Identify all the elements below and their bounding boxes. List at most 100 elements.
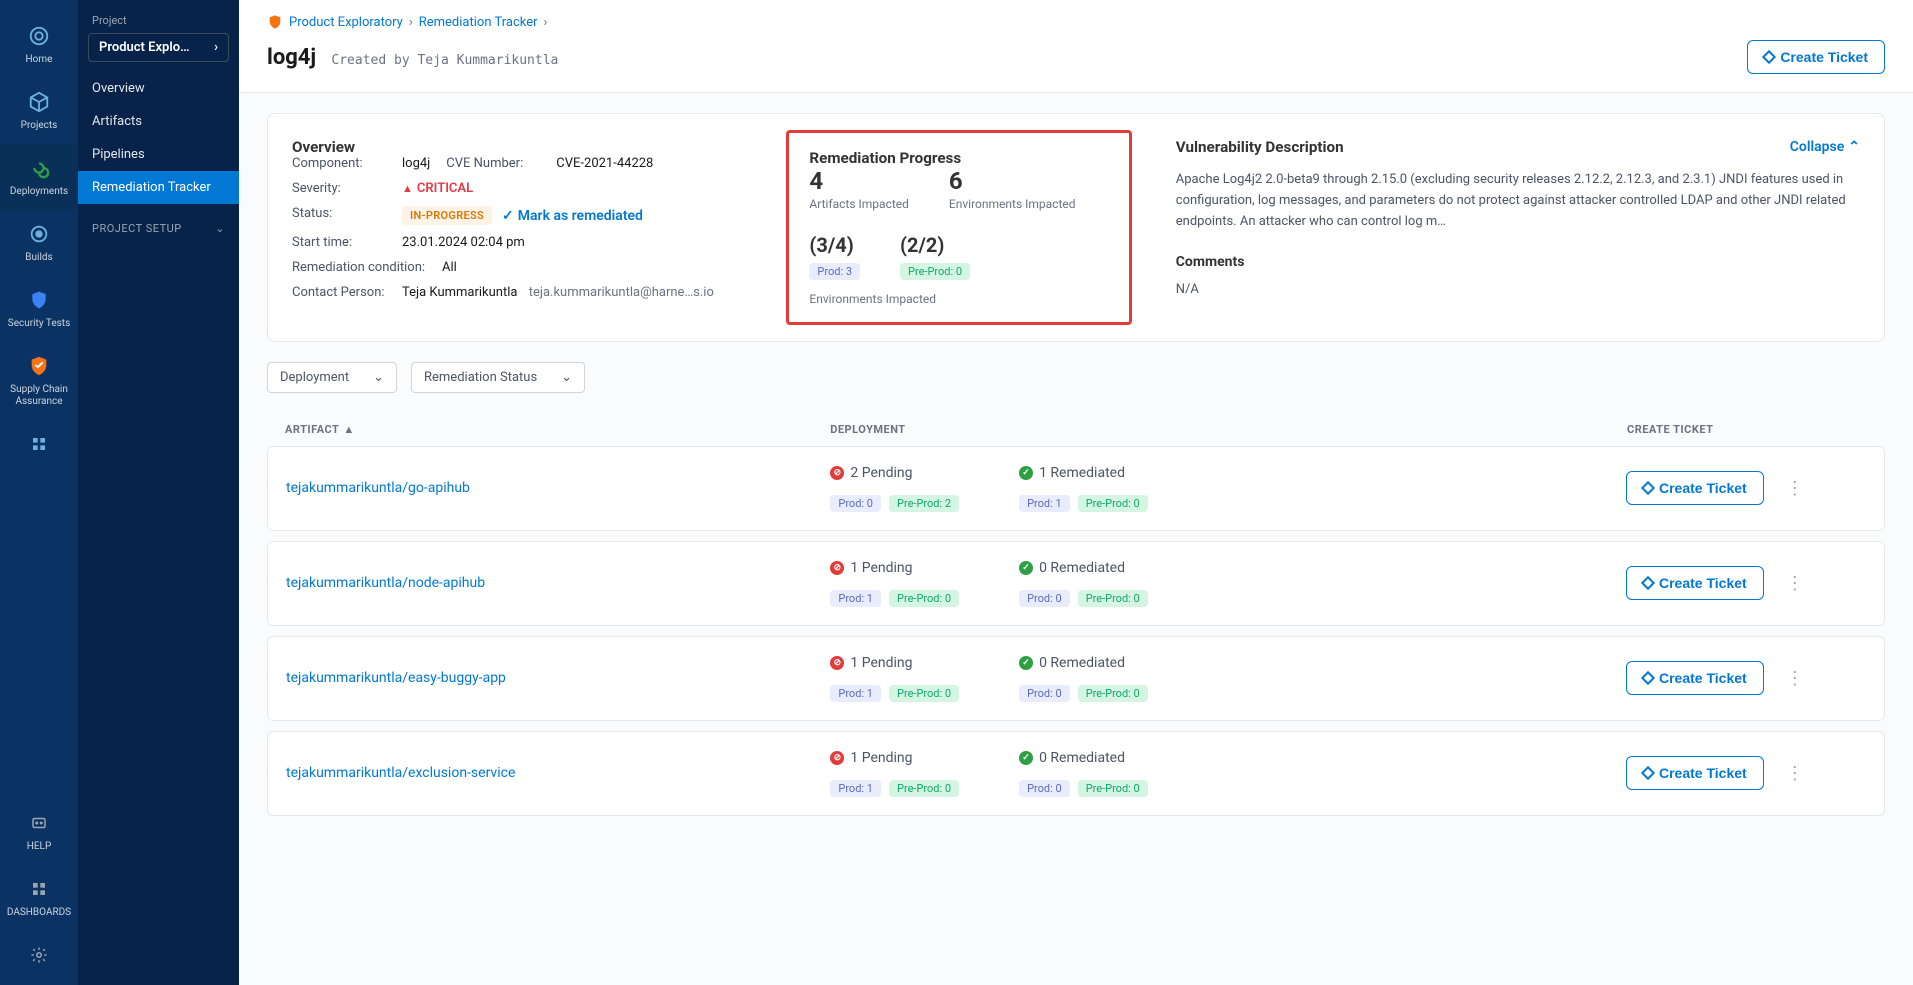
artifact-link[interactable]: tejakummarikuntla/go-apihub [286,480,470,496]
rail-grid[interactable] [0,420,78,474]
create-ticket-button[interactable]: Create Ticket [1626,566,1764,600]
create-ticket-button[interactable]: Create Ticket [1626,661,1764,695]
prod-chip: Prod: 0 [1019,590,1070,607]
rail-label: Supply Chain Assurance [0,384,78,408]
prod-ratio: (3/4) [809,233,860,257]
filter-label: Deployment [280,370,349,385]
preprod-chip: Pre-Prod: 0 [900,263,970,280]
remediation-filter[interactable]: Remediation Status ⌄ [411,362,585,393]
kv-value: log4j [402,156,430,171]
pending-status: ⊘1 Pending [830,655,959,671]
kv-value: All [442,260,457,275]
remediated-icon: ✓ [1019,466,1033,480]
artifacts-count: 4 [809,167,909,195]
create-ticket-button[interactable]: Create Ticket [1626,756,1764,790]
remediated-status: ✓0 Remediated [1019,655,1148,671]
row-menu-icon[interactable]: ⋮ [1780,668,1810,689]
remediated-status: ✓1 Remediated [1019,465,1148,481]
filter-row: Deployment ⌄ Remediation Status ⌄ [239,362,1913,393]
home-icon [27,24,51,48]
create-ticket-button[interactable]: Create Ticket [1626,471,1764,505]
table-row: tejakummarikuntla/exclusion-service ⊘1 P… [267,731,1885,816]
sidebar-item-pipelines[interactable]: Pipelines [78,138,239,171]
diamond-icon [1641,766,1655,780]
button-label: Create Ticket [1780,49,1868,65]
breadcrumb-sep: › [409,15,413,30]
loop-icon [27,156,51,180]
rail-deployments[interactable]: Deployments [0,144,78,210]
preprod-chip: Pre-Prod: 0 [889,590,959,607]
env-impacted-label: Environments Impacted [809,292,1108,306]
pending-icon: ⊘ [830,561,844,575]
preprod-chip: Pre-Prod: 0 [889,685,959,702]
table-header: ARTIFACT ▲ DEPLOYMENT CREATE TICKET [267,413,1885,446]
preprod-chip: Pre-Prod: 0 [889,780,959,797]
breadcrumb-item[interactable]: Remediation Tracker [419,15,538,30]
kv-value: CVE-2021-44228 [556,156,653,171]
card-title: Overview [292,138,762,156]
progress-card: Remediation Progress 4 Artifacts Impacte… [786,130,1131,325]
main-content: Product Exploratory › Remediation Tracke… [239,0,1913,985]
kv-key: Component: [292,156,402,171]
status-badge: IN-PROGRESS [402,206,492,225]
sidebar-project-setup[interactable]: PROJECT SETUP ⌄ [78,204,239,253]
create-ticket-button[interactable]: Create Ticket [1747,40,1885,74]
rail-home[interactable]: Home [0,12,78,78]
table-row: tejakummarikuntla/go-apihub ⊘2 Pending P… [267,446,1885,531]
collapse-link[interactable]: Collapse ⌃ [1790,139,1860,155]
pending-status: ⊘2 Pending [830,465,959,481]
kv-key: Remediation condition: [292,260,442,275]
prod-chip: Prod: 0 [1019,780,1070,797]
col-artifact-header[interactable]: ARTIFACT ▲ [285,423,830,436]
artifact-link[interactable]: tejakummarikuntla/node-apihub [286,575,485,591]
rail-dashboards[interactable]: DASHBOARDS [0,865,78,931]
sidebar-item-remediation[interactable]: Remediation Tracker [78,171,239,204]
preprod-ratio: (2/2) [900,233,970,257]
contact-name: Teja Kummarikuntla [402,285,517,300]
contact-email: teja.kummarikuntla@harne…s.io [529,285,714,300]
sidebar-project-label: Project [78,14,239,27]
summary-cards: Overview Component:log4jCVE Number:CVE-2… [267,113,1885,342]
artifacts-label: Artifacts Impacted [809,197,909,213]
row-menu-icon[interactable]: ⋮ [1780,478,1810,499]
pending-icon: ⊘ [830,466,844,480]
prod-chip: Prod: 3 [809,263,860,280]
prod-chip: Prod: 1 [830,590,881,607]
shield-orange-icon [267,14,283,30]
rail-label: Security Tests [8,318,70,330]
rail-projects[interactable]: Projects [0,78,78,144]
rail-security-tests[interactable]: Security Tests [0,276,78,342]
artifact-link[interactable]: tejakummarikuntla/easy-buggy-app [286,670,506,686]
artifact-link[interactable]: tejakummarikuntla/exclusion-service [286,765,515,781]
rail-label: Deployments [10,186,68,198]
mark-remediated-link[interactable]: Mark as remediated [502,206,643,225]
vulnerability-description: Apache Log4j2 2.0-beta9 through 2.15.0 (… [1176,170,1860,232]
deployment-filter[interactable]: Deployment ⌄ [267,362,397,393]
sidebar-item-artifacts[interactable]: Artifacts [78,105,239,138]
breadcrumb-item[interactable]: Product Exploratory [289,15,403,30]
overview-card: Overview Component:log4jCVE Number:CVE-2… [292,138,786,317]
prod-chip: Prod: 0 [830,495,881,512]
rail-supply-chain[interactable]: Supply Chain Assurance [0,342,78,420]
rail-label: Home [26,54,53,66]
kv-key: Contact Person: [292,285,402,300]
wrench-icon [27,222,51,246]
row-menu-icon[interactable]: ⋮ [1780,573,1810,594]
rail-help[interactable]: HELP [0,799,78,865]
chevron-up-icon: ⌃ [1848,139,1860,155]
rail-label: HELP [27,841,52,853]
preprod-chip: Pre-Prod: 0 [1078,685,1148,702]
rail-builds[interactable]: Builds [0,210,78,276]
card-title: Remediation Progress [809,149,1108,167]
description-card: Vulnerability Description Collapse ⌃ Apa… [1152,138,1860,317]
kv-key: Severity: [292,181,402,196]
row-menu-icon[interactable]: ⋮ [1780,763,1810,784]
sidebar-project-selector[interactable]: Product Explo… › [88,33,229,62]
pending-icon: ⊘ [830,656,844,670]
sidebar-project-name: Product Explo… [99,40,190,55]
sidebar-item-overview[interactable]: Overview [78,72,239,105]
pending-status: ⊘1 Pending [830,560,959,576]
card-title: Vulnerability Description [1176,138,1344,156]
diamond-icon [1641,481,1655,495]
rail-settings[interactable] [0,931,78,985]
